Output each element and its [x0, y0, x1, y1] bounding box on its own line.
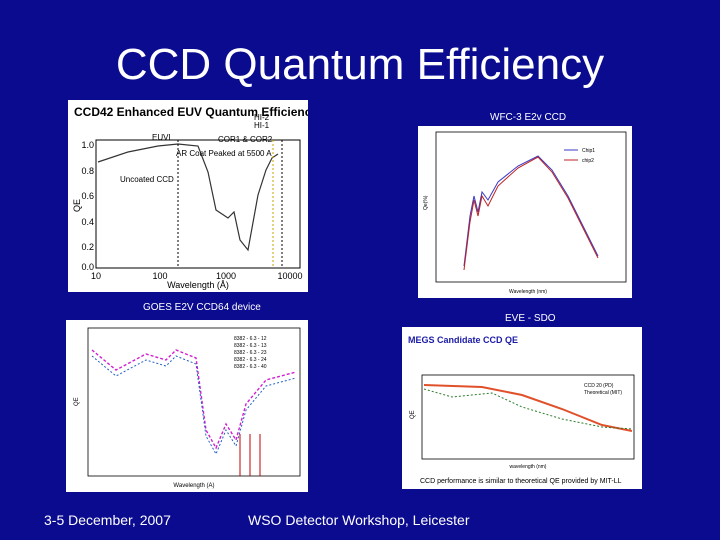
ccd42-title: CCD42 Enhanced EUV Quantum Efficiency: [74, 105, 308, 119]
eve-frame: [421, 374, 635, 460]
wfc3-xlabel: Wavelength (nm): [509, 289, 547, 295]
wfc3-frame: [435, 131, 627, 283]
eve-xlabel: wavelength (nm): [510, 464, 547, 470]
series-curve: [91, 355, 297, 456]
ccd42-ylabel: QE: [72, 199, 82, 212]
xtick: 10000: [277, 271, 302, 281]
ytick: 0.0: [81, 262, 94, 272]
footer-date: 3-5 December, 2007: [44, 512, 171, 528]
ytick: 0.6: [81, 191, 94, 201]
ytick: 0.2: [81, 242, 94, 252]
wfc3-plot-svg: Chip1 chip2 Wavelength (nm) Qe(%): [423, 131, 627, 295]
xtick: 10: [91, 271, 101, 281]
xtick: 100: [152, 271, 167, 281]
goes-legend: 8382 - 6.3 - 13: [234, 343, 267, 349]
legend-chip2: chip2: [582, 158, 594, 164]
ccd42-xlabel: Wavelength (Å): [167, 280, 229, 290]
goes-ylabel: QE: [74, 397, 80, 406]
ytick: 0.8: [81, 166, 94, 176]
hi2-label: HI-2: [254, 113, 270, 122]
eve-caption: EVE - SDO: [505, 313, 556, 324]
footer-event: WSO Detector Workshop, Leicester: [248, 512, 470, 528]
goes-legend: 8382 - 6.3 - 24: [234, 357, 267, 363]
eve-qe-plot: MEGS Candidate CCD QE CCD 20 (PD) Theore…: [402, 327, 642, 489]
wfc3-qe-plot: Chip1 chip2 Wavelength (nm) Qe(%): [418, 126, 632, 298]
eve-ylabel: QE: [410, 410, 416, 419]
ccd20-curve: [423, 384, 633, 432]
eve-legend-theory: Theoretical (MIT): [584, 390, 622, 396]
eve-plot-svg: MEGS Candidate CCD QE CCD 20 (PD) Theore…: [408, 335, 635, 485]
legend-chip1: Chip1: [582, 148, 595, 154]
goes-frame: [87, 327, 301, 477]
theoretical-curve: [423, 388, 633, 430]
eve-chart-title: MEGS Candidate CCD QE: [408, 335, 518, 345]
ccd42-qe-plot: CCD42 Enhanced EUV Quantum Efficiency 1.…: [68, 100, 318, 292]
cor-label: COR1 & COR2: [218, 135, 273, 144]
uncoated-label: Uncoated CCD: [120, 175, 174, 184]
wfc3-caption: WFC-3 E2v CCD: [490, 112, 567, 123]
euvi-label: EUVI: [152, 133, 171, 142]
qe-curve: [97, 143, 279, 252]
ar-coat-label: AR Coat Peaked at 5500 A: [176, 149, 272, 158]
chip1-curve: [463, 155, 599, 267]
ccd42-plot-svg: CCD42 Enhanced EUV Quantum Efficiency 1.…: [72, 105, 318, 290]
goes-qe-plot: 8382 - 6.3 - 12 8382 - 6.3 - 13 8382 - 6…: [66, 320, 308, 492]
goes-legend: 8382 - 6.3 - 23: [234, 350, 267, 356]
series-curve: [91, 349, 297, 450]
ytick: 0.4: [81, 217, 94, 227]
goes-legend: 8382 - 6.3 - 12: [234, 336, 267, 342]
goes-legend: 8382 - 6.3 - 40: [234, 364, 267, 370]
ccd42-frame: [95, 139, 301, 269]
goes-caption: GOES E2V CCD64 device: [143, 302, 261, 313]
eve-note: CCD performance is similar to theoretica…: [420, 478, 622, 485]
wfc3-ylabel: Qe(%): [423, 195, 429, 210]
chip2-curve: [463, 156, 599, 271]
goes-plot-svg: 8382 - 6.3 - 12 8382 - 6.3 - 13 8382 - 6…: [74, 327, 301, 489]
xtick: 1000: [216, 271, 236, 281]
ytick: 1.0: [81, 140, 94, 150]
eve-legend-ccd: CCD 20 (PD): [584, 383, 614, 389]
hi1-label: HI-1: [254, 121, 270, 130]
goes-xlabel: Wavelength (A): [173, 483, 214, 489]
slide-title: CCD Quantum Efficiency: [115, 40, 605, 89]
